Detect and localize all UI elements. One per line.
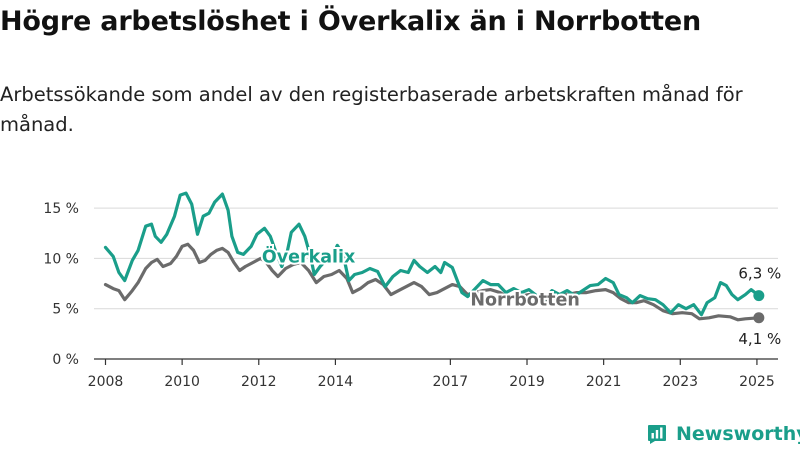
y-tick-label: 0 % xyxy=(52,352,79,368)
y-tick-label: 15 % xyxy=(43,201,79,217)
x-tick-label: 2019 xyxy=(509,374,545,390)
x-tick-label: 2025 xyxy=(739,374,775,390)
newsworthy-logo-icon xyxy=(648,425,666,444)
x-axis xyxy=(94,358,778,365)
end-point-norrbotten xyxy=(753,312,765,324)
series-labels: Överkalix Norrbotten 6,3 % 4,1 % xyxy=(260,243,781,348)
x-tick-label: 2014 xyxy=(318,374,354,390)
chart-title: Högre arbetslöshet i Överkalix än i Norr… xyxy=(0,6,702,37)
x-tick-label: 2021 xyxy=(586,374,622,390)
x-tick-label: 2008 xyxy=(88,374,124,390)
x-tick-label: 2010 xyxy=(164,374,200,390)
end-point-overkalix xyxy=(753,290,765,302)
y-tick-label: 10 % xyxy=(43,251,79,267)
y-tick-label: 5 % xyxy=(52,302,79,318)
series-line-overkalix xyxy=(103,191,761,317)
chart-subtitle: Arbetssökande som andel av den registerb… xyxy=(0,83,743,136)
brand-logo: Newsworthy xyxy=(646,420,800,448)
series-label-overkalix: Överkalix xyxy=(262,245,356,267)
end-value-label-overkalix: 6,3 % xyxy=(738,265,781,283)
x-tick-label: 2012 xyxy=(241,374,277,390)
series-line-norrbotten xyxy=(103,242,761,322)
brand-name: Newsworthy xyxy=(676,423,800,445)
x-tick-label: 2017 xyxy=(433,374,469,390)
end-value-label-norrbotten: 4,1 % xyxy=(738,330,781,348)
series-lines xyxy=(103,191,765,324)
x-tick-label: 2023 xyxy=(662,374,698,390)
y-axis-tick-labels: 0 % 5 % 10 % 15 % xyxy=(43,201,79,368)
x-axis-tick-labels: 2008 2010 2012 2014 2017 2019 2021 2023 2025 xyxy=(88,374,775,390)
series-label-norrbotten: Norrbotten xyxy=(470,291,580,311)
